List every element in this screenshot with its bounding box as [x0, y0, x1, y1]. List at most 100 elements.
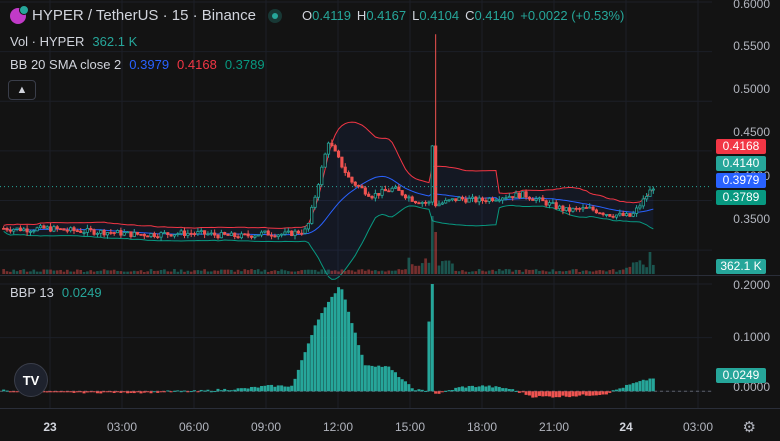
gear-icon[interactable]: ⚙	[742, 419, 756, 436]
time-axis-label: 06:00	[178, 420, 210, 434]
candle-body	[206, 233, 210, 236]
symbol-title[interactable]: HYPER / TetherUS · 15 · Binance	[32, 7, 256, 24]
volume-bar	[307, 269, 310, 274]
candle-body	[283, 231, 287, 235]
volume-bar	[246, 270, 250, 274]
candle-body	[541, 197, 545, 202]
bbp-bar	[42, 391, 46, 393]
bbp-bar	[397, 377, 401, 392]
bbp-bar	[568, 391, 572, 398]
volume-bar	[253, 269, 257, 274]
bbp-bar	[293, 378, 297, 392]
bbp-bar	[203, 390, 207, 392]
bbp-bar	[112, 391, 116, 394]
candle-body	[437, 203, 441, 207]
bbp-bar	[129, 391, 133, 393]
candle-body	[2, 227, 6, 230]
candle-body	[290, 230, 294, 236]
bbp-bar	[162, 391, 166, 393]
candle-body	[551, 202, 555, 205]
bbp-bar	[65, 391, 69, 393]
bbp-legend[interactable]: BBP 13 0.0249	[10, 285, 102, 300]
volume-bar	[441, 261, 444, 274]
time-axis-label: 09:00	[250, 420, 282, 434]
bbp-bar	[424, 390, 428, 392]
bbp-bar	[524, 391, 528, 395]
candle-body	[263, 230, 267, 233]
bbp-bar	[5, 390, 9, 392]
volume-bar	[193, 270, 196, 274]
volume-bar	[153, 270, 156, 274]
bbp-bar	[263, 385, 267, 392]
bbp-bar	[169, 391, 173, 393]
bbp-bar	[146, 391, 150, 393]
market-status-icon[interactable]	[268, 8, 282, 23]
volume-bar	[186, 270, 190, 274]
volume-bar	[112, 269, 116, 274]
volume-bar	[558, 270, 561, 274]
candle-body	[547, 202, 552, 206]
bbp-bar	[651, 378, 655, 392]
candle-body	[480, 197, 485, 202]
time-axis-label: 12:00	[322, 420, 354, 434]
bbp-bar	[236, 388, 240, 392]
bbp-bar	[253, 386, 257, 392]
bbp-bar	[99, 391, 103, 394]
volume-bar	[635, 262, 638, 274]
bbp-bar	[427, 321, 431, 392]
volume-bar	[605, 271, 608, 274]
bbp-bar	[182, 390, 187, 392]
volume-bar	[467, 271, 471, 274]
candle-body	[420, 201, 424, 204]
volume-bar	[377, 271, 381, 274]
candle-body	[102, 229, 106, 236]
volume-bar	[89, 270, 93, 274]
low-value: 0.4104	[419, 8, 460, 23]
bb-legend[interactable]: BB 20 SMA close 2 0.3979 0.4168 0.3789	[10, 57, 265, 72]
bbp-bar	[548, 391, 552, 397]
volume-bar	[297, 271, 300, 274]
tradingview-logo-icon[interactable]: TV	[14, 363, 48, 397]
volume-bar	[501, 270, 504, 274]
candle-body	[397, 186, 401, 191]
volume-bar	[96, 271, 99, 274]
candle-body	[95, 232, 100, 235]
volume-bar	[69, 271, 72, 274]
candle-body	[166, 232, 170, 235]
hyper-coin-icon	[10, 4, 29, 24]
pane-separator[interactable]	[0, 275, 780, 276]
volume-bar	[283, 270, 287, 274]
candle-body	[363, 187, 367, 195]
change-value: +0.0022 (+0.53%)	[520, 8, 625, 23]
bbp-bar	[491, 387, 495, 392]
bbp-bar	[49, 391, 53, 393]
volume-bar	[109, 270, 113, 274]
bbp-bar	[347, 311, 351, 392]
collapse-legend-button[interactable]: ▲	[8, 80, 36, 100]
volume-bar	[59, 269, 62, 274]
candle-body	[360, 185, 364, 189]
volume-bar	[22, 269, 26, 274]
candle-body	[126, 231, 130, 234]
volume-bar	[149, 269, 153, 274]
volume-bar	[79, 269, 83, 274]
volume-legend[interactable]: Vol · HYPER 362.1 K	[10, 34, 137, 49]
time-axis-label: 03:00	[682, 420, 714, 434]
bbp-bar	[8, 391, 12, 393]
symbol-legend: HYPER / TetherUS · 15 · Binance O 0.4119 …	[10, 4, 625, 24]
candle-body	[129, 231, 133, 237]
candle-body	[380, 188, 384, 196]
candle-body	[521, 191, 525, 199]
bbp-bar	[229, 390, 233, 392]
candle-body	[182, 230, 187, 236]
volume-bar	[179, 269, 183, 274]
candle-body	[105, 232, 110, 236]
candle-body	[22, 228, 26, 232]
bbp-bar	[306, 343, 310, 392]
bbp-tag: 0.0249	[716, 368, 766, 383]
volume-bar	[578, 271, 581, 274]
bbp-bar	[601, 391, 605, 395]
bbp-bar	[296, 369, 300, 392]
bbp-bar	[89, 391, 93, 393]
